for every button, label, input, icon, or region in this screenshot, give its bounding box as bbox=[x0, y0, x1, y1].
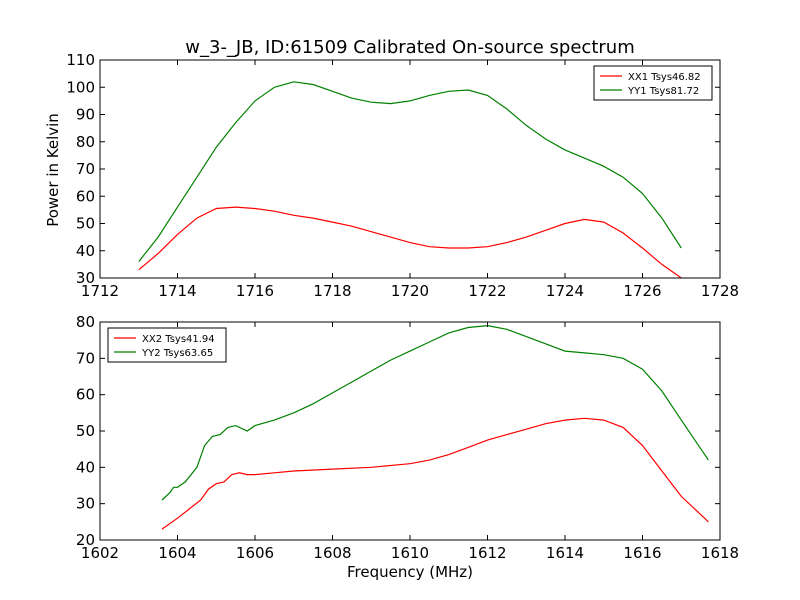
x-tick-label: 1606 bbox=[236, 544, 274, 562]
chart-title: w_3-_JB, ID:61509 Calibrated On-source s… bbox=[185, 37, 634, 58]
series-line-2-2 bbox=[161, 324, 709, 501]
legend-box bbox=[593, 65, 713, 101]
x-axis-label: Frequency (MHz) bbox=[347, 563, 473, 581]
y-tick-label: 70 bbox=[76, 160, 95, 178]
x-tick-label: 1604 bbox=[158, 544, 196, 562]
y-tick-label: 110 bbox=[66, 51, 95, 69]
legend-label: YY2 Tsys63.65 bbox=[141, 348, 213, 359]
y-tick-label: 30 bbox=[76, 495, 95, 513]
x-tick-label: 1712 bbox=[81, 282, 119, 300]
x-tick-label: 1724 bbox=[546, 282, 584, 300]
x-tick-label: 1726 bbox=[623, 282, 661, 300]
x-tick-label: 1718 bbox=[313, 282, 351, 300]
y-tick-label: 80 bbox=[76, 313, 95, 331]
x-tick-label: 1614 bbox=[546, 544, 584, 562]
x-tick-label: 1602 bbox=[81, 544, 119, 562]
top-subplot: 1712 1714 1716 1718 1720 1722 1724 1726 1728 30 40… bbox=[66, 51, 739, 300]
y-tick-label: 30 bbox=[76, 269, 95, 287]
x-tick-label: 1610 bbox=[391, 544, 429, 562]
x-tick-label: 1720 bbox=[391, 282, 429, 300]
y-tick-label: 50 bbox=[76, 215, 95, 233]
y-axis-label: Power in Kelvin bbox=[44, 113, 62, 227]
y-tick-label: 70 bbox=[76, 349, 95, 367]
y-tick-label: 60 bbox=[76, 187, 95, 205]
x-tick-label: 1722 bbox=[468, 282, 506, 300]
x-tick-label: 1714 bbox=[158, 282, 196, 300]
x-tick-label: 1616 bbox=[623, 544, 661, 562]
y-tick-label: 40 bbox=[76, 458, 95, 476]
y-tick-label: 50 bbox=[76, 422, 95, 440]
legend-label: XX1 Tsys46.82 bbox=[628, 72, 701, 83]
x-tick-label: 1618 bbox=[701, 544, 739, 562]
y-tick-label: 60 bbox=[76, 386, 95, 404]
y-tick-label: 90 bbox=[76, 106, 95, 124]
series-line-1-2 bbox=[138, 81, 682, 262]
series-line-2-1 bbox=[161, 417, 709, 530]
legend: XX2 Tsys41.94 YY2 Tsys63.65 bbox=[107, 327, 227, 363]
y-tick-label: 80 bbox=[76, 133, 95, 151]
x-tick-label: 1728 bbox=[701, 282, 739, 300]
legend-label: XX2 Tsys41.94 bbox=[142, 334, 215, 345]
x-tick-label: 1716 bbox=[236, 282, 274, 300]
x-tick-label: 1612 bbox=[468, 544, 506, 562]
legend: XX1 Tsys46.82 YY1 Tsys81.72 bbox=[593, 65, 713, 101]
legend-label: YY1 Tsys81.72 bbox=[627, 86, 699, 97]
x-tick-label: 1608 bbox=[313, 544, 351, 562]
y-tick-label: 40 bbox=[76, 242, 95, 260]
y-tick-label: 100 bbox=[66, 78, 95, 96]
series-line-1-1 bbox=[138, 206, 682, 279]
legend-box bbox=[107, 327, 227, 363]
y-tick-label: 20 bbox=[76, 531, 95, 549]
bottom-subplot: 1602 1604 1606 1608 1610 1612 1614 1616 1618 20 30… bbox=[76, 313, 739, 562]
